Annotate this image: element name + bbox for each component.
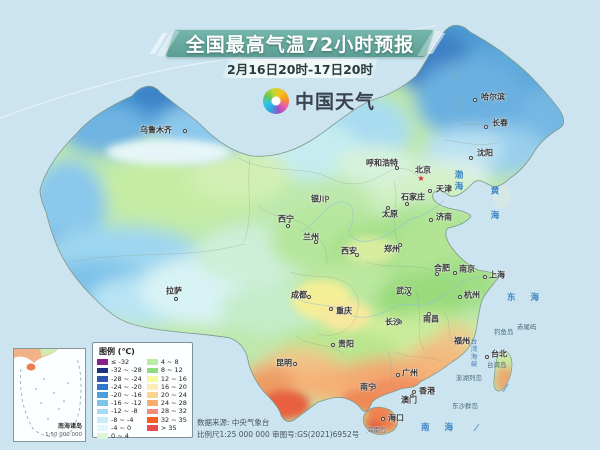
inset-label: 南海诸岛	[57, 423, 82, 430]
legend-swatch	[97, 416, 108, 423]
legend-swatch	[97, 392, 108, 398]
pinwheel-logo-icon	[263, 87, 289, 114]
legend-row: 8 ~ 12	[146, 366, 188, 375]
province-borders	[71, 59, 505, 391]
nine-dash-segments	[473, 383, 509, 432]
page-title: 全国最高气温72小时预报	[185, 34, 415, 56]
brand-name: 中国天气	[295, 91, 376, 113]
legend-swatch	[97, 424, 108, 431]
legend-row: 4 ~ 8	[146, 358, 188, 367]
legend-range-label: > 35	[160, 423, 177, 432]
legend-row: 20 ~ 24	[146, 391, 188, 400]
inset-map-svg	[14, 349, 85, 441]
legend-range-label: -32 ~ -28	[111, 366, 142, 375]
legend-swatch	[97, 375, 108, 382]
legend-swatch	[97, 408, 108, 415]
legend-row: -32 ~ -28	[97, 366, 142, 375]
brand-logo: 中国天气	[263, 87, 375, 114]
legend-swatch	[146, 383, 158, 390]
legend-row: > 35	[146, 423, 188, 432]
legend-row: ≤ -32	[97, 358, 142, 367]
taiwan-outline	[493, 350, 513, 392]
legend-row: -16 ~ -12	[97, 399, 142, 408]
legend-swatch	[97, 400, 108, 407]
legend-range-label: -16 ~ -12	[111, 399, 142, 408]
korea-land	[493, 183, 511, 209]
map-scale-text: 比例尺1:25 000 000 审图号:GS(2021)6952号	[197, 430, 360, 439]
data-source-text: 数据来源: 中央气象台	[197, 418, 270, 427]
legend-row: 16 ~ 20	[146, 382, 188, 391]
legend-row: -8 ~ -4	[97, 415, 142, 424]
legend-range-label: -28 ~ -24	[111, 374, 142, 383]
legend-swatch	[146, 359, 158, 366]
inset-scale: 1:50 000 000	[45, 432, 82, 438]
legend-swatch	[146, 367, 158, 374]
legend-range-label: ≤ -32	[111, 358, 130, 367]
inset-islands	[35, 378, 69, 420]
china-national-border	[39, 24, 564, 422]
inset-coast-green	[40, 349, 58, 357]
legend-row: 12 ~ 16	[146, 374, 188, 383]
legend-swatch	[146, 392, 158, 398]
legend-swatch	[97, 433, 108, 439]
legend-range-label: 20 ~ 24	[160, 391, 187, 400]
legend-swatch	[146, 424, 158, 431]
legend-range-label: 24 ~ 28	[160, 399, 187, 408]
hainan-outline	[362, 406, 398, 435]
legend-range-label: 16 ~ 20	[160, 382, 187, 391]
legend-range-label: -24 ~ -20	[111, 382, 142, 391]
legend-column-left: ≤ -32 -32 ~ -28 -28 ~ -24 -24 ~ -20 -20 ~ -1…	[97, 358, 142, 440]
legend-row: -24 ~ -20	[97, 382, 142, 391]
legend-swatch	[97, 359, 108, 366]
rivers	[294, 95, 509, 318]
legend-swatch	[146, 375, 158, 382]
forecast-period: 2月16日20时-17日20时	[227, 62, 373, 77]
legend-swatch	[97, 383, 108, 390]
legend-swatch	[146, 416, 158, 423]
legend-swatch	[146, 408, 158, 415]
legend-row: -4 ~ 0	[97, 423, 142, 432]
legend-range-label: 28 ~ 32	[160, 407, 187, 416]
legend-range-label: 12 ~ 16	[160, 374, 187, 383]
legend-range-label: -8 ~ -4	[111, 415, 134, 424]
legend-swatch	[97, 367, 108, 374]
legend-row: 0 ~ 4	[97, 431, 142, 440]
legend-title: 图例 (℃)	[99, 347, 135, 356]
inset-dash-line	[20, 358, 82, 438]
legend-row: -28 ~ -24	[97, 374, 142, 383]
legend-range-label: -12 ~ -8	[111, 407, 138, 416]
south-china-sea-inset: 南海诸岛 1:50 000 000	[13, 348, 86, 442]
legend-range-label: 8 ~ 12	[160, 366, 183, 375]
legend-range-label: 4 ~ 8	[160, 358, 179, 367]
legend-row: -20 ~ -16	[97, 391, 142, 400]
legend-row: 28 ~ 32	[146, 407, 188, 416]
legend-range-label: -20 ~ -16	[111, 391, 142, 400]
legend-box: 图例 (℃) ≤ -32 -32 ~ -28 -28 ~ -24 -24 ~ -20-…	[92, 342, 193, 440]
legend-row: 32 ~ 35	[146, 415, 188, 424]
legend-swatch	[146, 400, 158, 407]
legend-range-label: 32 ~ 35	[160, 415, 187, 424]
legend-range-label: -4 ~ 0	[111, 423, 132, 432]
legend-row: 24 ~ 28	[146, 399, 188, 408]
legend-range-label: 0 ~ 4	[111, 431, 129, 440]
legend-row: -12 ~ -8	[97, 407, 142, 416]
legend-columns: ≤ -32 -32 ~ -28 -28 ~ -24 -24 ~ -20 -20 ~ -1…	[97, 358, 188, 440]
inset-hainan	[26, 363, 36, 371]
